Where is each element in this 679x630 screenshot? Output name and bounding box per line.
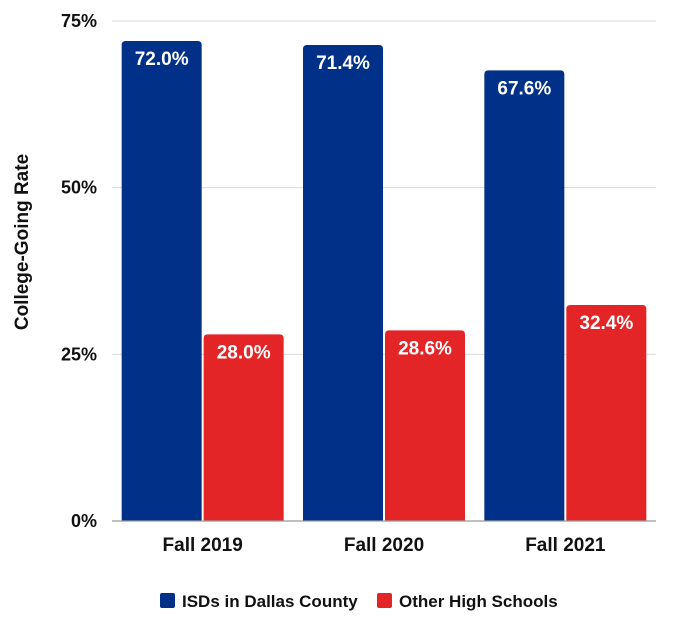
y-tick-label: 25% xyxy=(61,344,97,364)
bar-1-1 xyxy=(385,330,465,521)
bar-0-2 xyxy=(484,70,565,521)
data-label: 72.0% xyxy=(135,49,189,70)
y-axis-title: College-Going Rate xyxy=(12,154,33,330)
data-label: 71.4% xyxy=(316,53,370,74)
y-tick-label: 0% xyxy=(71,511,97,531)
bar-0-0 xyxy=(121,41,202,521)
legend: ISDs in Dallas County Other High Schools xyxy=(160,592,558,611)
bar-1-0 xyxy=(203,334,284,521)
y-tick-label: 50% xyxy=(61,178,97,198)
legend-label: Other High Schools xyxy=(399,592,558,611)
x-tick-label: Fall 2020 xyxy=(344,535,424,556)
gridlines xyxy=(112,20,656,355)
legend-label: ISDs in Dallas County xyxy=(182,592,358,611)
data-label: 28.6% xyxy=(398,338,452,359)
bar-1-2 xyxy=(566,305,647,521)
legend-swatch xyxy=(160,593,175,608)
bars xyxy=(121,41,647,521)
legend-swatch xyxy=(377,593,392,608)
x-tick-label: Fall 2021 xyxy=(525,535,606,556)
axes: 0% 25% 50% 75% Fall 2019 Fall 2020 Fall 2021 xyxy=(61,11,656,556)
data-label: 28.0% xyxy=(217,342,271,363)
data-label: 32.4% xyxy=(579,313,633,334)
x-tick-label: Fall 2019 xyxy=(163,535,243,556)
data-label: 67.6% xyxy=(497,78,551,99)
data-labels: 72.0% 28.0% 71.4% 28.6% 67.6% 32.4% xyxy=(135,49,634,363)
bar-0-1 xyxy=(303,45,383,521)
y-tick-label: 75% xyxy=(61,11,97,31)
